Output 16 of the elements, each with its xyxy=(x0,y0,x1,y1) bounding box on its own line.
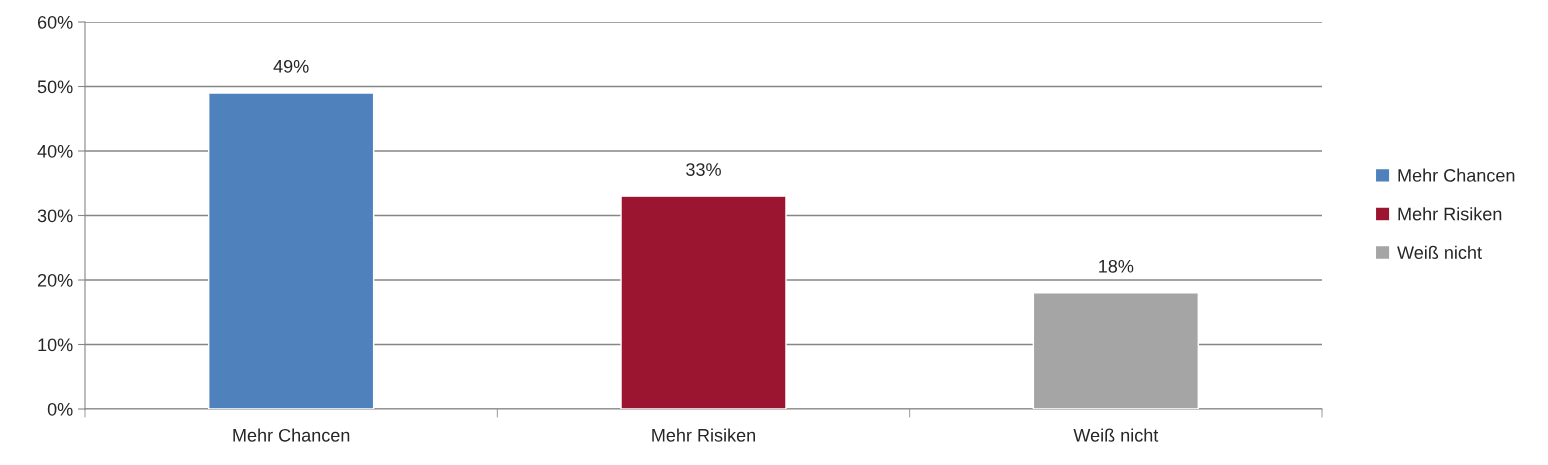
data-label: 33% xyxy=(686,163,721,176)
y-tick-label: 40% xyxy=(37,144,73,158)
data-label: 49% xyxy=(273,59,309,73)
x-tick-label: Weiß nicht xyxy=(1073,428,1159,442)
y-tick-label: 30% xyxy=(37,209,73,223)
legend-label: Weiß nicht xyxy=(1397,245,1482,259)
data-label: 18% xyxy=(1099,259,1134,273)
y-tick-label: 50% xyxy=(37,80,73,94)
y-tick-label: 60% xyxy=(37,15,73,29)
y-tick-label: 20% xyxy=(37,273,73,287)
legend-label: Mehr Chancen xyxy=(1398,168,1515,182)
legend-label: Mehr Risiken xyxy=(1398,207,1502,221)
x-tick-label: Mehr Chancen xyxy=(233,428,350,442)
x-tick-label: Mehr Risiken xyxy=(652,428,756,442)
y-tick-label: 0% xyxy=(47,402,73,416)
y-tick-label: 10% xyxy=(38,338,73,352)
